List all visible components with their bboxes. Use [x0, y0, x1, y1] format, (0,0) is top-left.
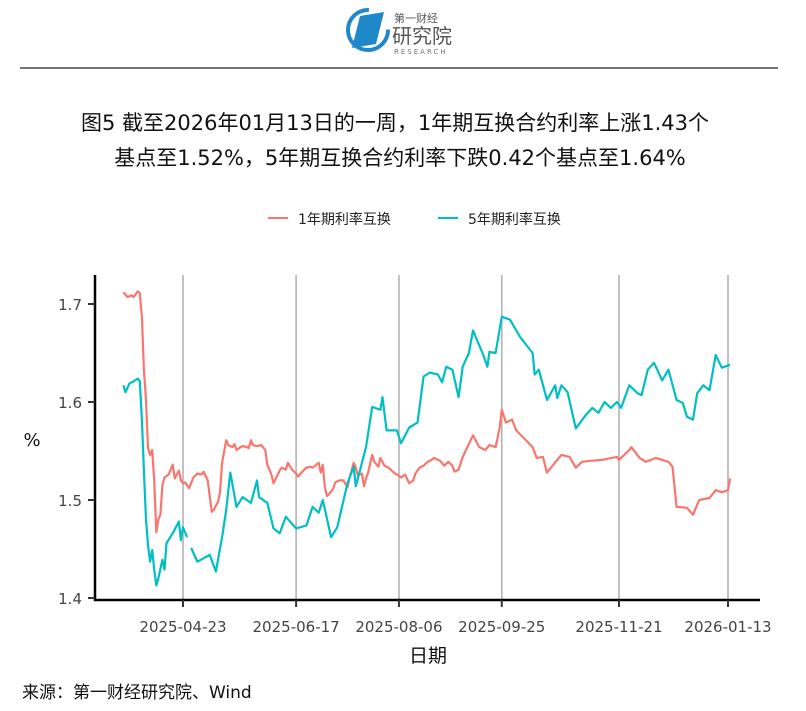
x-ticks: 2025-04-23 2025-06-17 2025-08-06 2025-09-25…	[139, 600, 772, 636]
logo-emblem-ring	[346, 8, 390, 52]
logo-emblem-diamond	[352, 12, 384, 48]
x-axis-label: 日期	[409, 645, 447, 667]
logo-brand-cn: 第一财经	[394, 11, 438, 25]
gridlines	[182, 275, 729, 600]
series-lines	[122, 290, 732, 587]
logo: 第一财经 研究院 RESEARCH	[346, 8, 452, 56]
series-line-1y	[122, 290, 732, 534]
chart-title-line2: 基点至1.52%，5年期互换合约利率下跌0.42个基点至1.64%	[114, 146, 686, 170]
y-tick-label: 1.7	[58, 296, 82, 314]
chart-title-line1: 图5 截至2026年01月13日的一周，1年期互换合约利率上涨1.43个	[81, 111, 709, 135]
legend-label-1y: 1年期利率互换	[298, 211, 391, 228]
logo-name-en: RESEARCH	[394, 48, 448, 56]
source-note: 来源：第一财经研究院、Wind	[22, 683, 252, 703]
x-tick-label: 2025-11-21	[575, 618, 662, 636]
y-tick-label: 1.4	[58, 590, 82, 608]
legend-label-5y: 5年期利率互换	[468, 211, 561, 228]
x-tick-label: 2025-09-25	[458, 618, 545, 636]
y-axis-label: %	[23, 430, 40, 451]
y-ticks: 1.4 1.5 1.6 1.7	[58, 296, 95, 608]
y-tick-label: 1.5	[58, 492, 82, 510]
logo-name-cn: 研究院	[392, 24, 452, 48]
x-tick-label: 2025-04-23	[139, 618, 226, 636]
y-tick-label: 1.6	[58, 394, 82, 412]
x-tick-label: 2025-08-06	[355, 618, 442, 636]
series-line-5y	[122, 315, 731, 587]
legend: 1年期利率互换 5年期利率互换	[268, 211, 561, 228]
x-tick-label: 2026-01-13	[684, 618, 771, 636]
x-tick-label: 2025-06-17	[253, 618, 340, 636]
